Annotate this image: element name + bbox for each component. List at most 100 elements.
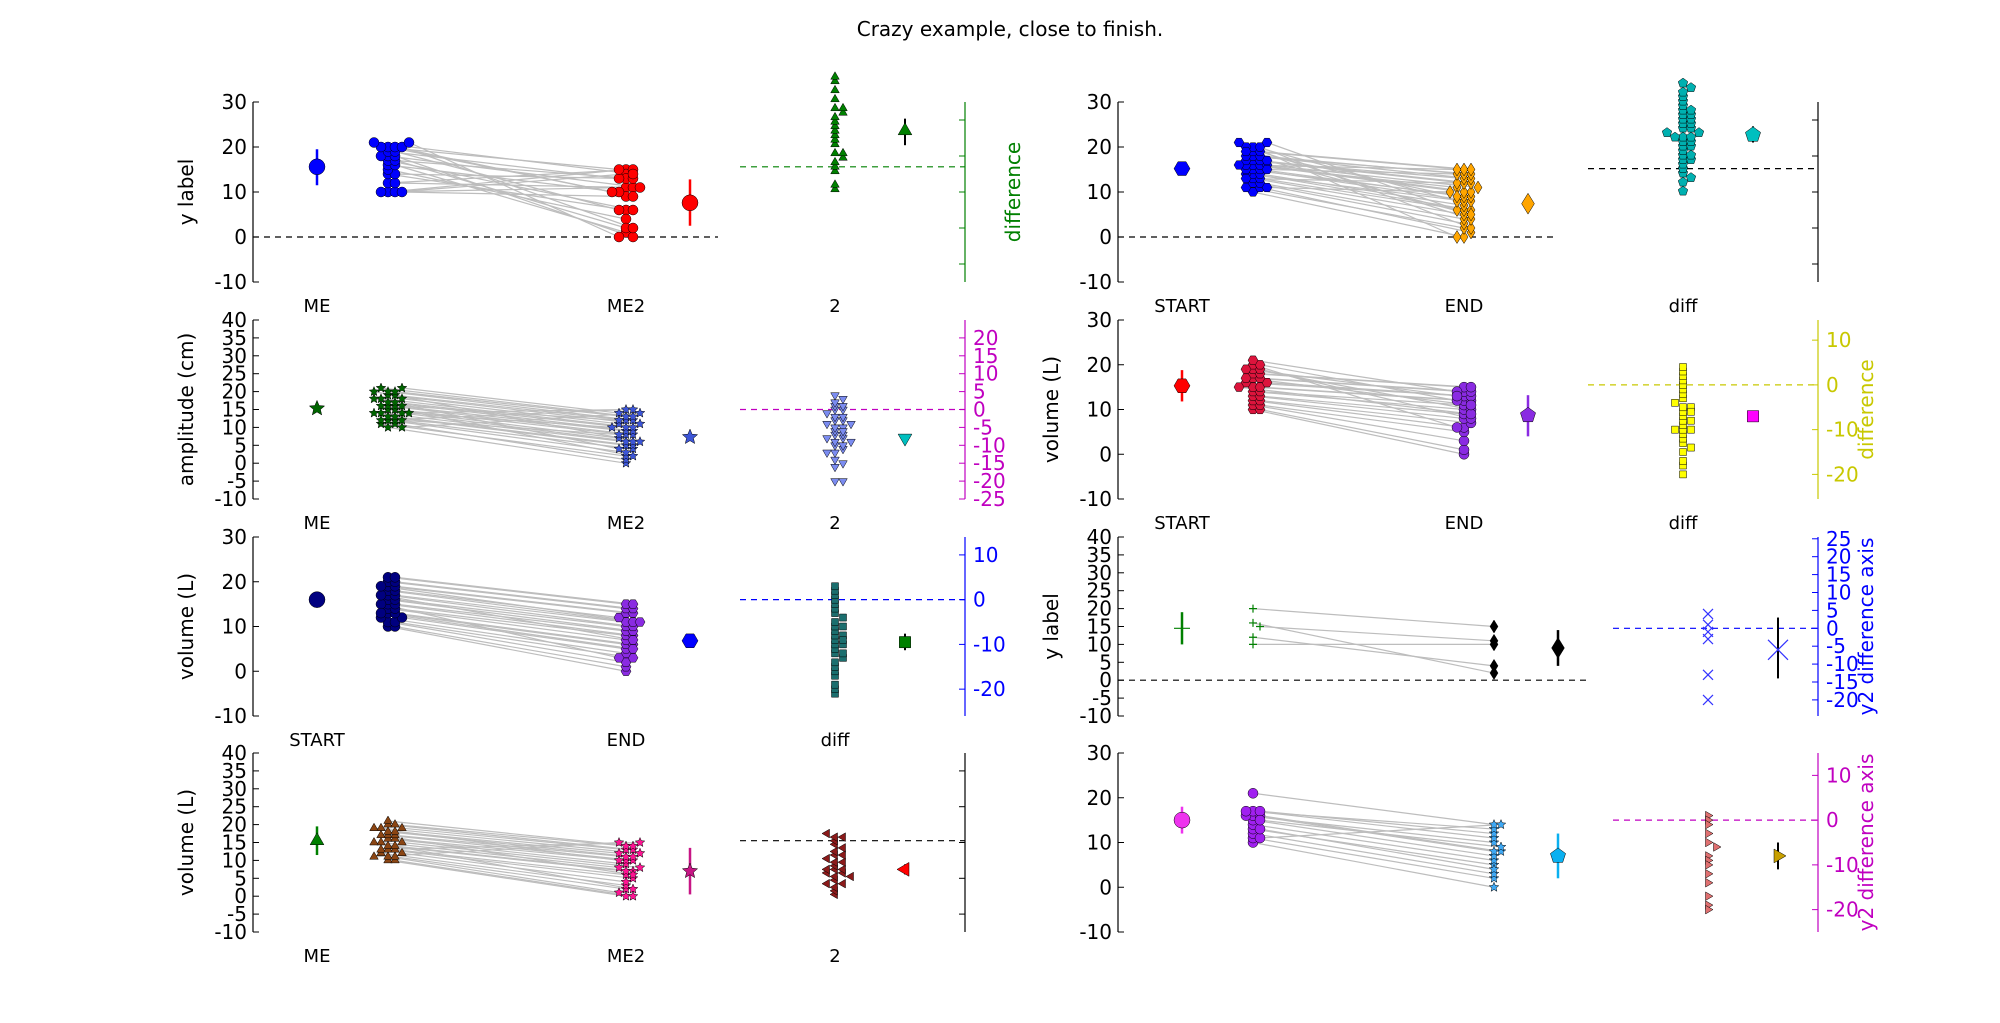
diff-mean (897, 122, 913, 136)
paired-line (387, 612, 627, 645)
diff-point (830, 102, 840, 112)
paired-line (401, 419, 620, 436)
diff-point (838, 102, 848, 112)
group1-point (376, 844, 386, 853)
paired-line (387, 608, 627, 641)
group2-point (1466, 207, 1476, 222)
group2-point (620, 213, 632, 225)
y-tick-label: 0 (234, 659, 247, 683)
y-tick-label: 40 (222, 741, 247, 765)
group1-point (383, 851, 393, 860)
group1-point (1233, 382, 1245, 392)
paired-line (1252, 832, 1495, 875)
group1-point (375, 414, 387, 425)
diff-tick-label: 10 (973, 543, 998, 567)
panel-5: -10 0 10 20 30 volume (L) START END diff -20 -10 0 1… (174, 525, 1006, 751)
diff-point (829, 832, 838, 842)
diff-tick-label: 10 (1826, 763, 1851, 787)
group2-point (627, 617, 639, 627)
x-tick-label: START (1154, 296, 1211, 317)
diff-point (1705, 837, 1714, 848)
panel-4: -10 0 10 20 30 volume (L) START END diff -20 -10 0 1… (1039, 308, 1878, 534)
paired-line (387, 585, 627, 614)
group2-point (634, 407, 646, 418)
diff-point (830, 134, 840, 143)
paired-line (394, 585, 634, 614)
y-tick-label: 20 (222, 380, 247, 404)
paired-line (1259, 395, 1465, 415)
paired-line (394, 845, 634, 872)
paired-line (394, 625, 627, 668)
diff-tick-label: -20 (1826, 898, 1859, 922)
diff-point (830, 129, 840, 139)
group2-point (613, 861, 625, 873)
group2-point (620, 876, 632, 887)
paired-line (394, 408, 627, 436)
group2-point (1488, 836, 1500, 848)
group2-mean (1550, 847, 1566, 863)
group2-point (1488, 823, 1500, 834)
diff-point (821, 828, 830, 839)
group2-point (1458, 435, 1470, 447)
group2-point (627, 635, 639, 645)
group1-point (382, 421, 394, 432)
group2-point (1488, 850, 1500, 861)
diff-point (829, 882, 838, 893)
group2-point (1489, 658, 1499, 673)
paired-line (1259, 364, 1458, 402)
y-tick-label: 0 (1099, 442, 1112, 466)
diff-point (839, 636, 847, 644)
group1-point (1256, 622, 1264, 631)
paired-line (394, 581, 634, 610)
diff-point (838, 147, 848, 157)
group1-mean (308, 591, 326, 608)
diff-mean (1747, 410, 1759, 423)
paired-line (401, 146, 634, 229)
group2-point (620, 879, 632, 891)
group2-point (1489, 637, 1499, 652)
paired-line (1259, 146, 1472, 229)
y-tick-label: 25 (1087, 579, 1112, 603)
paired-line (1259, 164, 1472, 193)
x-tick-label: ME (304, 296, 331, 317)
group2-point (613, 231, 625, 243)
diff-point (837, 850, 846, 860)
group2-point (1495, 845, 1507, 857)
paired-line (380, 594, 634, 641)
diff-point (1702, 694, 1714, 706)
x-tick-label: ME (304, 946, 331, 967)
group2-point (634, 861, 646, 873)
y-tick-label: 0 (1099, 668, 1112, 692)
paired-line (1252, 841, 1495, 888)
group2-point (627, 450, 639, 461)
y-tick-label: 35 (1087, 543, 1112, 567)
y-tick-label: 20 (222, 135, 247, 159)
group1-point (375, 580, 387, 592)
y-tick-label: 10 (1087, 632, 1112, 656)
group2-point (1459, 162, 1469, 177)
paired-line (1266, 168, 1458, 175)
diff-tick-label: 20 (973, 326, 998, 350)
paired-line (373, 841, 620, 858)
y-tick-label: -5 (227, 469, 247, 493)
paired-line (380, 612, 634, 650)
paired-line (401, 827, 627, 851)
paired-line (387, 820, 634, 847)
group1-point (375, 382, 387, 393)
diff-tick-label: -5 (973, 415, 993, 439)
paired-line (373, 141, 634, 175)
paired-line (1245, 173, 1465, 202)
paired-line (394, 612, 634, 645)
paired-line (1252, 608, 1495, 628)
group1-point (1254, 805, 1266, 817)
paired-line (387, 856, 620, 894)
paired-line (1245, 368, 1458, 397)
group1-point (390, 826, 400, 835)
group1-point (1261, 182, 1273, 193)
paired-line (387, 599, 634, 632)
y-tick-label: 10 (1087, 831, 1112, 855)
diff-point (830, 464, 840, 473)
group2-point (606, 421, 618, 432)
group1-point (1249, 604, 1257, 613)
